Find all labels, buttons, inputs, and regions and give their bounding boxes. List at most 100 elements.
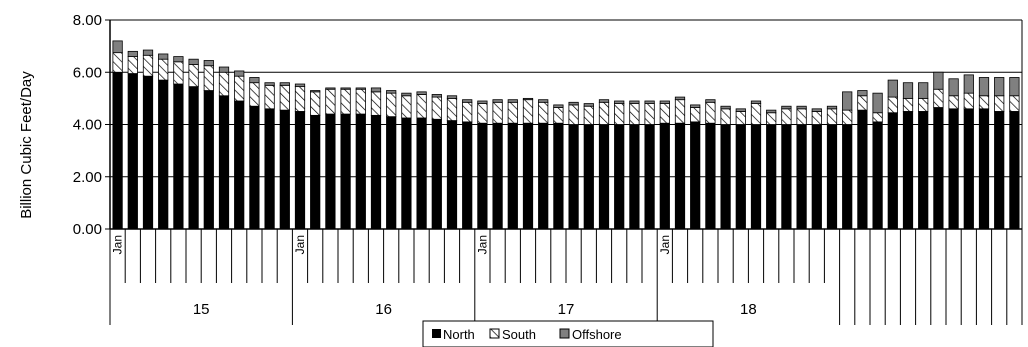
bar-offshore (674, 96, 686, 101)
bar-south (705, 101, 716, 124)
bar-south (598, 101, 610, 125)
bar-north (750, 124, 762, 230)
bar-north (492, 122, 503, 230)
bar-north (325, 113, 336, 230)
bar-north (127, 73, 138, 230)
bar-north (614, 124, 625, 230)
bar-north (857, 109, 868, 230)
bar-offshore (477, 100, 488, 105)
bar-offshore (872, 92, 883, 114)
bar-north (386, 116, 397, 230)
y-tick-label: 8.00 (73, 12, 102, 29)
bar-offshore (705, 99, 716, 103)
bar-offshore (416, 91, 427, 95)
bar-series-group (112, 40, 1020, 230)
x-axis-ticks (109, 229, 1023, 325)
bar-south (188, 64, 199, 88)
bar-south (477, 103, 488, 124)
bar-north (446, 120, 458, 230)
legend-label-offshore: Offshore (572, 327, 622, 342)
bar-offshore (994, 77, 1005, 97)
bar-offshore (826, 105, 838, 110)
bar-south (325, 88, 336, 115)
bar-offshore (462, 99, 473, 103)
bar-offshore (218, 66, 230, 73)
bar-south (690, 107, 701, 123)
bar-north (203, 90, 214, 230)
y-axis-ticks: 0.00 2.00 4.00 6.00 8.00 (73, 12, 110, 238)
bar-offshore (112, 40, 123, 54)
bar-south (994, 95, 1005, 112)
bar-north (112, 71, 123, 230)
bar-north (872, 121, 883, 230)
legend: North South Offshore (422, 320, 714, 347)
bar-offshore (173, 56, 184, 63)
bar-offshore (142, 49, 154, 56)
bar-offshore (978, 77, 990, 97)
bar-offshore (644, 100, 655, 105)
bar-offshore (629, 100, 640, 105)
bar-north (811, 124, 822, 230)
bar-offshore (386, 90, 397, 94)
bar-offshore (887, 79, 898, 98)
bar-offshore (842, 91, 853, 111)
bar-north (644, 124, 655, 230)
bar-north (826, 124, 838, 230)
bar-south (553, 107, 564, 124)
bar-south (933, 88, 944, 108)
bar-south (826, 108, 838, 125)
bar-offshore (796, 105, 807, 110)
bar-offshore (492, 99, 503, 103)
bar-offshore (659, 100, 670, 105)
bar-offshore (279, 82, 290, 86)
bar-south (279, 84, 290, 111)
bar-north (887, 112, 898, 230)
bar-south (142, 54, 154, 77)
month-labels: Jan Jan Jan Jan (111, 235, 672, 254)
bar-north (507, 122, 518, 230)
bar-north (720, 124, 731, 230)
bar-south (750, 103, 762, 125)
bar-offshore (446, 95, 458, 99)
bar-south (386, 92, 397, 118)
bar-north (310, 114, 321, 230)
bar-offshore (401, 92, 412, 97)
bar-offshore (158, 53, 169, 60)
bar-offshore (355, 87, 366, 90)
bar-south (249, 82, 260, 107)
legend-swatch-offshore (559, 328, 570, 339)
bar-offshore (598, 99, 610, 103)
bar-north (690, 121, 701, 230)
bar-south (203, 65, 214, 91)
year-label: 18 (740, 301, 757, 318)
bar-south (781, 108, 792, 125)
bar-north (355, 113, 366, 230)
bar-south (644, 103, 655, 125)
bar-offshore (325, 87, 336, 90)
bar-south (872, 112, 883, 123)
y-tick-label: 0.00 (73, 221, 102, 238)
bar-south (796, 108, 807, 125)
bar-north (735, 124, 746, 230)
bar-north (978, 108, 990, 230)
bar-south (659, 103, 670, 124)
bar-offshore (720, 105, 731, 110)
bar-south (948, 95, 959, 110)
bar-south (446, 97, 458, 121)
y-tick-label: 2.00 (73, 169, 102, 186)
y-axis-title: Billion Cubic Feet/Day (18, 71, 35, 219)
bar-offshore (431, 94, 442, 98)
bar-north (234, 100, 245, 230)
bar-offshore (538, 99, 549, 103)
legend-label-south: South (502, 327, 536, 342)
bar-offshore (933, 71, 944, 90)
bar-south (538, 101, 549, 124)
bar-offshore (735, 108, 746, 112)
bar-south (370, 91, 382, 116)
bar-offshore (781, 105, 792, 110)
bar-north (705, 122, 716, 230)
bar-south (264, 84, 275, 110)
bar-south (158, 58, 169, 81)
bar-south (674, 99, 686, 124)
bar-offshore (690, 104, 701, 108)
